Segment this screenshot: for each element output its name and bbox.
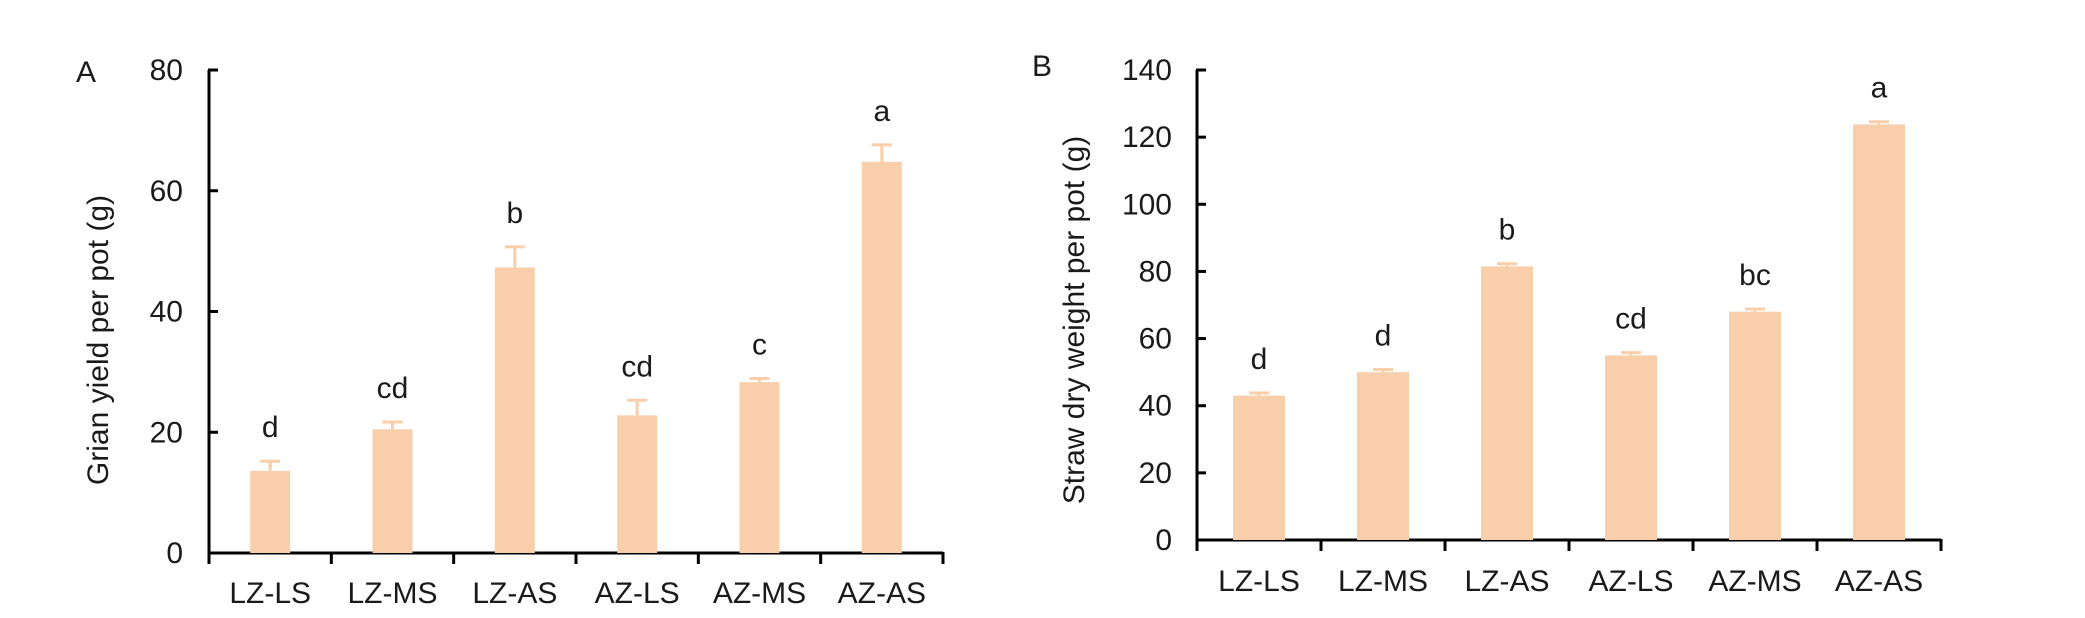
panel-a-y-tick-label: 0 (166, 537, 183, 570)
panel-a-significance-letter: cd (377, 372, 409, 405)
panel-b-bar (1605, 355, 1657, 540)
panel-a-significance-letter: cd (621, 350, 653, 383)
panel-b-significance-letter: b (1499, 214, 1516, 247)
panel-a-bar (617, 415, 658, 553)
panel-a-significance-letter: d (262, 411, 279, 444)
panel-b-category-label: LZ-MS (1338, 565, 1428, 598)
panel-a-bar (250, 470, 291, 553)
panel-b-significance-letter: d (1375, 319, 1392, 352)
panel-a-y-tick-label: 20 (150, 416, 183, 449)
panel-b-y-tick-label: 40 (1139, 390, 1172, 423)
panel-b-y-tick-label: 120 (1122, 121, 1172, 154)
panel-b-chart: B Straw dry weight per pot (g) 0 20 40 60 80… (1032, 50, 1943, 598)
panel-b-bar (1481, 266, 1533, 540)
panel-a-significance-letter: b (506, 197, 523, 230)
panel-b-y-tick-label: 100 (1122, 188, 1172, 221)
panel-b-category-label: AZ-AS (1835, 565, 1923, 598)
panel-b-bar (1729, 311, 1781, 540)
panel-a-y-axis-title: Grian yield per pot (g) (82, 195, 115, 485)
panel-b-significance-letter: a (1871, 72, 1888, 105)
panel-a-y-tick-label: 60 (150, 175, 183, 208)
panel-b-category-label: AZ-LS (1588, 565, 1673, 598)
panel-b-bar (1853, 124, 1905, 540)
panel-b-y-tick-label: 0 (1155, 524, 1172, 557)
panel-b-bar (1357, 372, 1409, 540)
panel-b-letter: B (1032, 50, 1052, 83)
panel-b-y-tick-label: 140 (1122, 54, 1172, 87)
panel-a-marks: 0 20 40 60 80 d LZ-LS cd LZ-MS b LZ-AS cd AZ-LS c AZ-M… (150, 54, 945, 610)
panel-b-y-tick-label: 80 (1139, 255, 1172, 288)
panel-a-letter: A (76, 56, 96, 89)
panel-b-bar (1233, 395, 1285, 540)
panel-a-bar (861, 161, 902, 553)
panel-a-y-tick-label: 80 (150, 54, 183, 87)
panel-a-category-label: LZ-LS (229, 577, 311, 610)
panel-a-category-label: LZ-AS (472, 577, 557, 610)
panel-b-marks: 0 20 40 60 80 100 120 140 d LZ-LS d LZ-MS b LZ-AS cd AZ… (1122, 54, 1943, 598)
panel-b-category-label: AZ-MS (1708, 565, 1801, 598)
panel-b-significance-letter: bc (1739, 259, 1771, 292)
panel-a-significance-letter: a (873, 95, 890, 128)
panel-b-y-axis-title: Straw dry weight per pot (g) (1058, 136, 1091, 504)
panel-a-bar (494, 267, 535, 553)
panel-b-significance-letter: cd (1615, 303, 1647, 336)
panel-b-category-label: LZ-LS (1218, 565, 1300, 598)
panel-a-category-label: AZ-LS (595, 577, 680, 610)
panel-a-y-tick-label: 40 (150, 296, 183, 329)
panel-a-bar (739, 382, 780, 553)
panel-a-chart: A Grian yield per pot (g) 0 20 40 60 80 d LZ-L… (76, 54, 945, 610)
panel-a-category-label: AZ-MS (713, 577, 806, 610)
panel-a-bar (372, 429, 413, 553)
panel-a-category-label: LZ-MS (348, 577, 438, 610)
panel-b-category-label: LZ-AS (1464, 565, 1549, 598)
panel-a-category-label: AZ-AS (838, 577, 926, 610)
panel-b-y-tick-label: 60 (1139, 323, 1172, 356)
panel-b-significance-letter: d (1251, 343, 1268, 376)
panel-b-y-tick-label: 20 (1139, 457, 1172, 490)
panel-a-significance-letter: c (752, 329, 767, 362)
